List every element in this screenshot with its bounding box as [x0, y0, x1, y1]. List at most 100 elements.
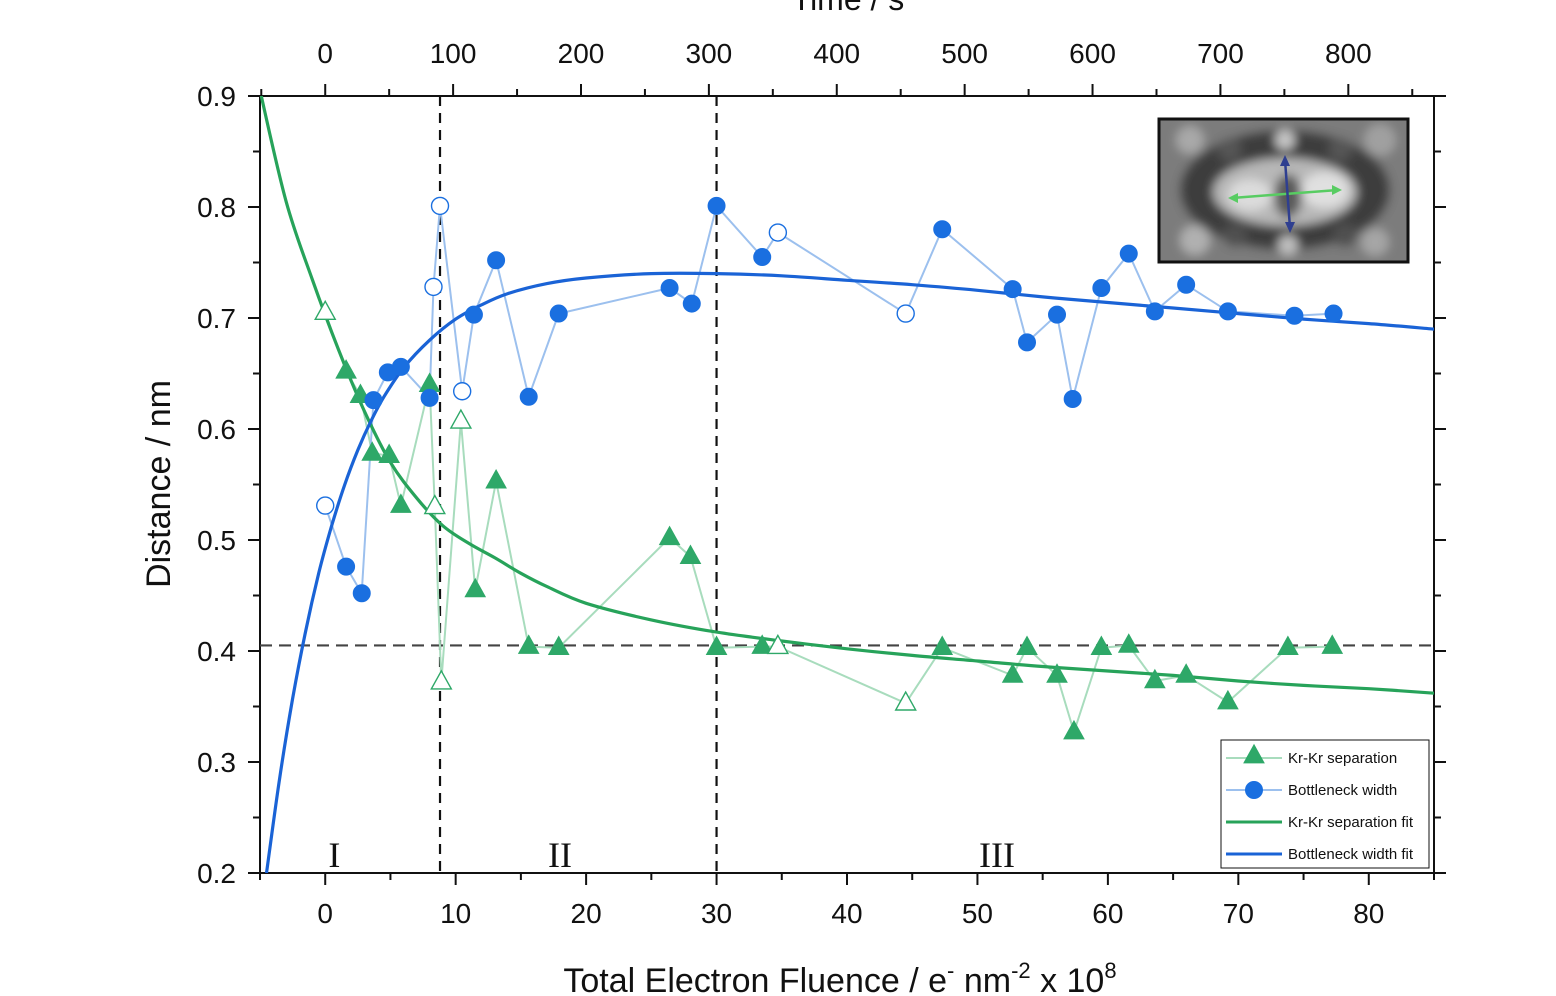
triangle-marker — [1175, 663, 1198, 683]
region-label: II — [548, 835, 572, 875]
circle-marker — [352, 584, 371, 603]
triangle-marker — [1046, 663, 1068, 683]
fit-curve — [264, 271, 1434, 873]
triangle-marker — [418, 372, 441, 392]
open-circle-marker — [896, 304, 915, 323]
x-axis-title: Total Electron Fluence / e- nm-2 x 108 — [563, 958, 1116, 996]
legend-label: Bottleneck width — [1288, 782, 1397, 799]
circle-marker — [753, 247, 772, 266]
circle-marker — [933, 220, 952, 239]
circle-marker — [364, 391, 383, 410]
circle-marker — [1003, 280, 1022, 299]
legend-label: Kr-Kr separation fit — [1288, 814, 1414, 831]
circle-marker — [1018, 333, 1037, 352]
x-axis-title-sup3: 8 — [1104, 958, 1116, 983]
x-axis-title-mid: nm — [954, 962, 1011, 996]
open-triangle-marker — [314, 299, 337, 320]
triangle-marker — [751, 634, 774, 654]
fit-curves — [260, 96, 1434, 873]
circle-marker — [660, 279, 679, 298]
x2-tick-label: 400 — [813, 38, 860, 69]
x-tick-label: 0 — [317, 898, 333, 929]
triangle-marker — [1063, 719, 1085, 740]
circle-marker — [707, 196, 726, 215]
triangle-marker — [390, 493, 412, 513]
reference-lines — [260, 96, 1434, 873]
triangle-marker — [485, 468, 507, 489]
y-tick-label: 0.6 — [197, 414, 236, 445]
x-tick-label: 40 — [831, 898, 862, 929]
circle-marker — [549, 304, 568, 323]
x2-tick-label: 200 — [558, 38, 605, 69]
triangle-marker — [1217, 689, 1239, 710]
circle-marker — [682, 294, 701, 313]
fit-curve — [260, 96, 1434, 695]
triangle-marker — [361, 441, 384, 461]
triangle-marker — [679, 544, 702, 564]
triangle-marker — [1117, 633, 1140, 653]
triangle-marker — [378, 443, 400, 463]
circle-marker — [337, 557, 356, 576]
triangle-marker — [1277, 635, 1299, 656]
arrowhead-icon — [1228, 193, 1238, 203]
x-axis-title-main: Total Electron Fluence / e — [563, 962, 947, 996]
triangle-marker — [1016, 635, 1038, 656]
y-axis-title: Distance / nm — [140, 380, 178, 588]
open-circle-marker — [424, 277, 443, 297]
circle-marker — [391, 357, 410, 376]
y-tick-label: 0.4 — [197, 636, 236, 667]
y-tick-label: 0.8 — [197, 192, 236, 223]
y-axis-ticks: 0.2 0.3 0.4 0.5 0.6 0.7 0.8 0.9 — [197, 81, 260, 889]
x-tick-label: 70 — [1223, 898, 1254, 929]
x2-tick-label: 0 — [317, 38, 333, 69]
x-tick-label: 30 — [701, 898, 732, 929]
x-tick-label: 10 — [440, 898, 471, 929]
triangle-marker — [1090, 635, 1113, 656]
triangle-marker — [931, 635, 954, 656]
open-triangle-marker — [430, 669, 453, 690]
triangle-marker — [1001, 663, 1024, 683]
circle-marker — [464, 305, 483, 324]
x2-axis-title: Time / s — [792, 0, 905, 17]
open-circle-marker — [316, 496, 335, 515]
open-triangle-marker — [766, 633, 790, 655]
circle-marker — [519, 387, 538, 406]
x2-tick-label: 500 — [941, 38, 988, 69]
x2-tick-label: 800 — [1325, 38, 1372, 69]
horizontal-arrow-icon — [1231, 188, 1339, 200]
legend-label: Bottleneck width fit — [1288, 846, 1414, 863]
y-tick-label: 0.7 — [197, 303, 236, 334]
triangle-marker — [335, 359, 357, 379]
legend-circle-marker — [1245, 781, 1263, 799]
x-axis-title-sup2: -2 — [1011, 958, 1031, 983]
x2-axis-ticks: 0 100 200 300 400 500 600 700 800 — [260, 38, 1414, 96]
triangle-marker — [547, 635, 570, 656]
vertical-arrow-icon — [1283, 159, 1292, 229]
x2-tick-label: 700 — [1197, 38, 1244, 69]
open-triangle-marker — [423, 494, 446, 515]
y-tick-label: 0.5 — [197, 525, 236, 556]
open-triangle-marker — [894, 690, 917, 711]
molecular-image-inset — [1157, 117, 1410, 264]
circle-marker — [1048, 305, 1067, 324]
x-tick-label: 20 — [571, 898, 602, 929]
circle-marker — [1119, 244, 1138, 263]
circle-marker — [1092, 279, 1111, 298]
circle-marker — [487, 251, 506, 270]
x-axis-title-sup1: - — [947, 958, 954, 983]
circle-marker — [1285, 306, 1304, 325]
region-label: I — [328, 835, 340, 875]
arrowhead-icon — [1280, 155, 1290, 166]
triangle-marker — [1143, 668, 1166, 689]
circle-marker — [1177, 275, 1196, 294]
x-tick-label: 60 — [1092, 898, 1123, 929]
x-axis-ticks: 0 10 20 30 40 50 60 70 80 — [259, 873, 1435, 929]
legend-label: Kr-Kr separation — [1288, 750, 1397, 767]
triangle-marker — [705, 635, 728, 656]
x2-tick-label: 100 — [430, 38, 477, 69]
circle-marker — [1145, 302, 1164, 321]
x-tick-label: 80 — [1353, 898, 1384, 929]
legend-triangle-marker — [1243, 743, 1265, 764]
x-tick-label: 50 — [962, 898, 993, 929]
